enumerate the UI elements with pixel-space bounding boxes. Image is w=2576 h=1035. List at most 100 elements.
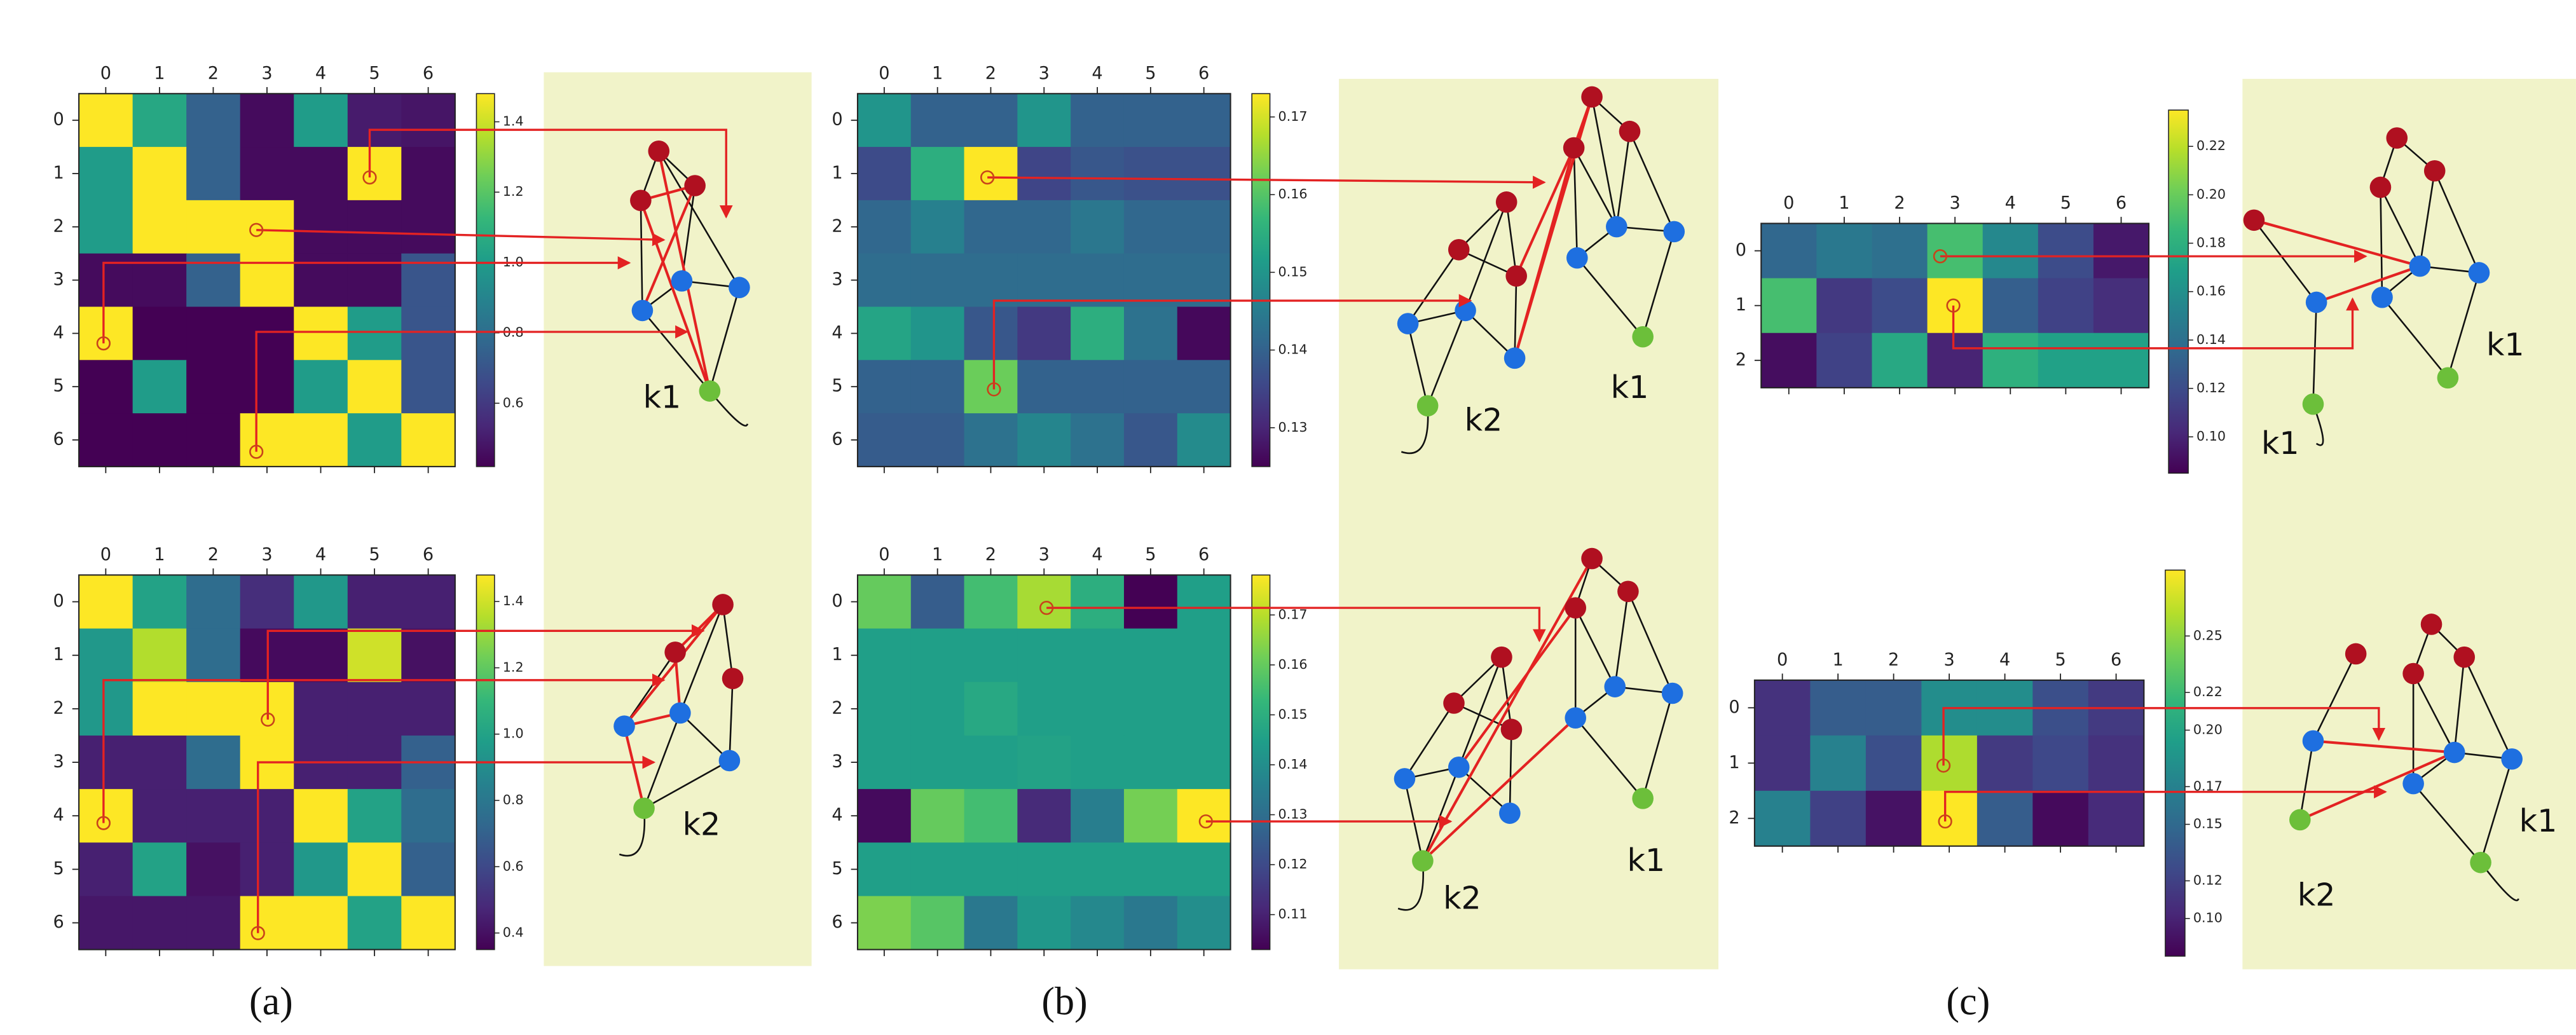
heatmap-cell bbox=[2038, 332, 2094, 388]
heatmap-cell bbox=[964, 360, 1018, 414]
x-tick-label: 4 bbox=[1092, 545, 1102, 565]
heatmap-cell bbox=[240, 575, 295, 629]
graph-label: k1 bbox=[643, 378, 682, 415]
heatmap-cell bbox=[1177, 200, 1231, 254]
graph-edge bbox=[1404, 703, 1455, 779]
heatmap-cell bbox=[294, 93, 348, 147]
heatmap-cell bbox=[79, 200, 134, 254]
heatmap-cell bbox=[347, 789, 402, 844]
heatmap-cell bbox=[1921, 790, 1978, 847]
heatmap-cell bbox=[79, 789, 134, 844]
heatmap-cell bbox=[1761, 223, 1818, 279]
heatmap-cell bbox=[347, 306, 402, 361]
colorbar-tick-label: 0.16 bbox=[1278, 186, 1307, 202]
y-tick-label: 6 bbox=[53, 912, 64, 932]
graph-edge bbox=[2315, 264, 2421, 304]
y-tick-label: 4 bbox=[832, 323, 842, 343]
graph-node bbox=[1448, 238, 1470, 261]
x-tick-label: 1 bbox=[932, 64, 943, 83]
graph-edge bbox=[2312, 302, 2317, 404]
colorbar-tick-label: 0.20 bbox=[2196, 186, 2226, 202]
heatmap-cell bbox=[2032, 790, 2089, 847]
graph-node bbox=[2345, 643, 2367, 665]
heatmap-cell bbox=[964, 306, 1018, 361]
graph-node bbox=[1504, 347, 1526, 369]
heatmap-cell bbox=[1071, 200, 1125, 254]
heatmap-cell bbox=[1872, 223, 1928, 279]
heatmap-cell bbox=[1177, 413, 1231, 467]
heatmap-cell bbox=[910, 360, 965, 414]
heatmap-cell bbox=[132, 253, 187, 308]
graph-edge bbox=[1629, 131, 1675, 232]
graph-edge bbox=[1404, 778, 1424, 861]
heatmap-cell bbox=[132, 306, 187, 361]
heatmap-cell bbox=[132, 628, 187, 683]
heatmap-cell bbox=[240, 93, 295, 147]
graph-edge bbox=[2381, 296, 2449, 379]
graph-edge bbox=[2434, 170, 2480, 273]
graph-edge bbox=[1422, 716, 1577, 862]
y-tick-label: 6 bbox=[832, 912, 842, 932]
heatmap-cell bbox=[294, 413, 348, 467]
graph-edge bbox=[1505, 202, 1518, 277]
heatmap-cell bbox=[186, 842, 241, 897]
heatmap-cell bbox=[294, 147, 348, 201]
arrow-start bbox=[249, 444, 264, 459]
heatmap-cell bbox=[2093, 332, 2149, 388]
graph-edge bbox=[1458, 201, 1507, 250]
y-tick-label: 5 bbox=[832, 376, 842, 396]
y-tick-label: 2 bbox=[1736, 350, 1746, 369]
y-tick-label: 0 bbox=[1736, 240, 1746, 260]
graph-node bbox=[630, 189, 652, 212]
graph-node bbox=[1632, 788, 1654, 809]
heatmap-cell bbox=[1071, 735, 1125, 790]
graph-edge bbox=[1615, 131, 1631, 227]
heatmap-cell bbox=[964, 735, 1018, 790]
colorbar-tick-label: 0.10 bbox=[2193, 910, 2223, 926]
x-tick-label: 4 bbox=[315, 545, 326, 565]
y-tick-label: 4 bbox=[53, 805, 64, 825]
graph-node bbox=[729, 277, 750, 299]
graph-node bbox=[2402, 662, 2424, 685]
y-tick-label: 1 bbox=[1736, 295, 1746, 315]
graph-node bbox=[1632, 326, 1654, 348]
graph-edge bbox=[2412, 673, 2455, 753]
colorbar-tick-label: 0.12 bbox=[1278, 856, 1307, 872]
graph-label: k1 bbox=[1611, 369, 1649, 406]
heatmap-cell bbox=[186, 253, 241, 308]
heatmap-cell bbox=[2032, 735, 2089, 792]
x-tick-label: 1 bbox=[932, 545, 943, 565]
graph-edge bbox=[1464, 202, 1507, 311]
heatmap-cell bbox=[1872, 332, 1928, 388]
heatmap-cell bbox=[2093, 278, 2149, 334]
heatmap-cell bbox=[964, 575, 1018, 629]
heatmap-cell bbox=[1123, 306, 1178, 361]
graph-node bbox=[1617, 580, 1639, 603]
heatmap-cell bbox=[186, 306, 241, 361]
graph-node bbox=[1581, 86, 1603, 108]
heatmap-cell bbox=[1123, 735, 1178, 790]
heatmap-cell bbox=[1754, 680, 1811, 736]
heatmap-cell bbox=[1071, 842, 1125, 897]
heatmap-cell bbox=[401, 306, 456, 361]
heatmap-cell bbox=[1017, 93, 1071, 147]
heatmap-cell bbox=[964, 93, 1018, 147]
arrow-start bbox=[250, 926, 265, 940]
arrow bbox=[1943, 785, 2387, 822]
heatmap-cell bbox=[294, 789, 348, 844]
graph-node bbox=[2443, 741, 2465, 764]
arrow-start bbox=[1039, 601, 1054, 615]
graph-edge bbox=[1458, 657, 1503, 768]
x-tick-label: 4 bbox=[1092, 64, 1102, 83]
heatmap-cell bbox=[964, 628, 1018, 683]
y-tick-label: 1 bbox=[832, 645, 842, 664]
heatmap-cell bbox=[1071, 682, 1125, 736]
heatmap-cell bbox=[2038, 223, 2094, 279]
heatmap-cell bbox=[1123, 200, 1178, 254]
x-tick-label: 3 bbox=[1039, 545, 1050, 565]
heatmap-cell bbox=[1123, 93, 1178, 147]
heatmap-cell bbox=[910, 253, 965, 308]
heatmap-cell bbox=[857, 306, 912, 361]
graph-edge bbox=[2463, 657, 2513, 760]
heatmap-cell bbox=[1071, 147, 1125, 201]
